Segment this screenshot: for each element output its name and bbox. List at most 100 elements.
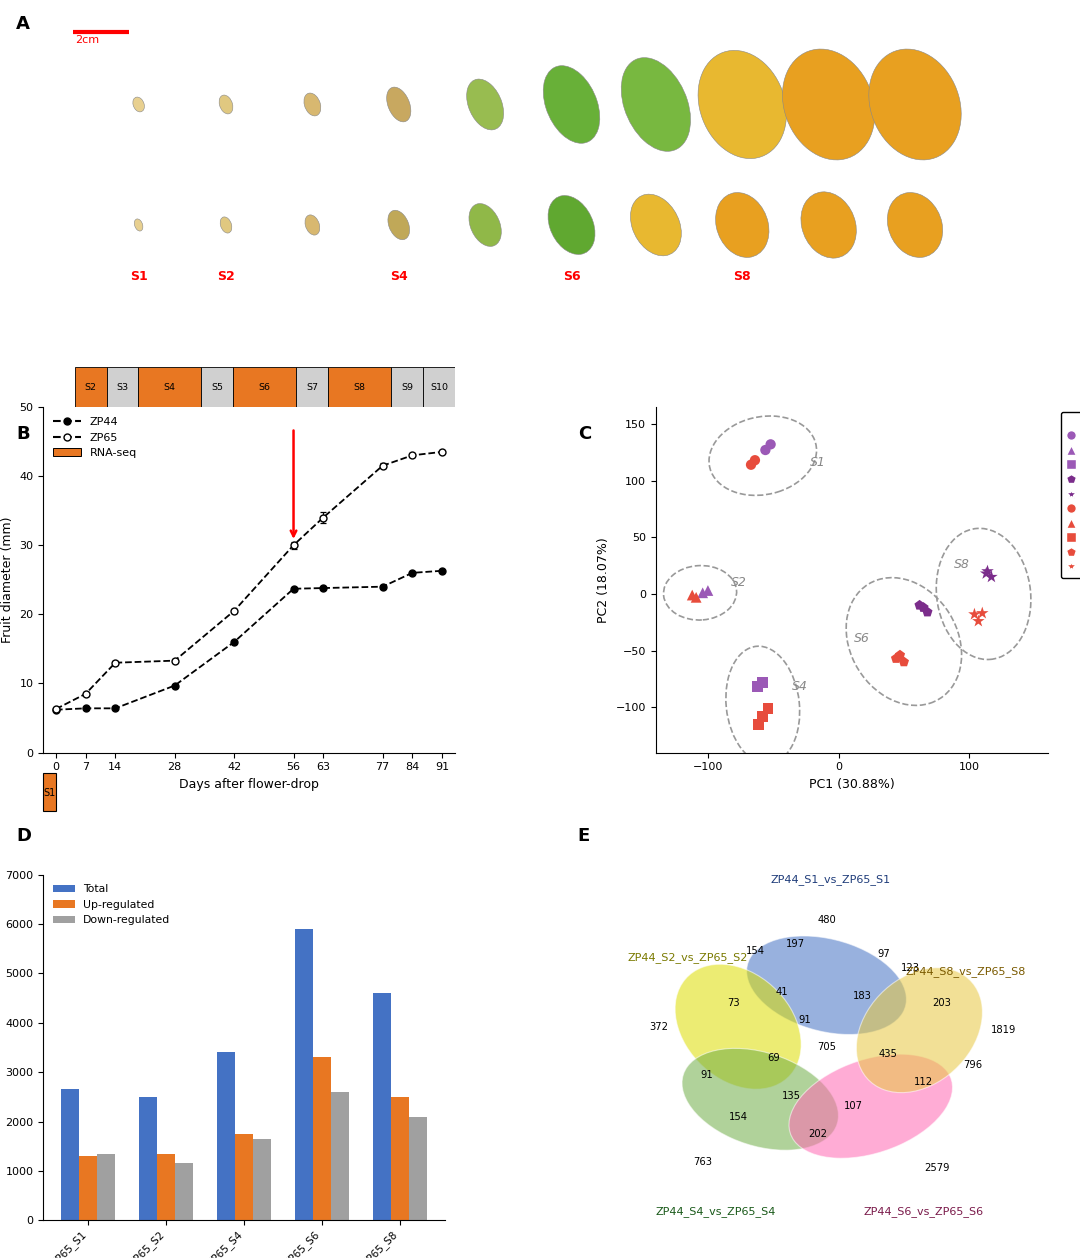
Text: 2579: 2579: [924, 1164, 949, 1174]
Bar: [235, 1133, 253, 1220]
Text: S4: S4: [390, 269, 407, 283]
Bar: [43, 774, 56, 811]
Bar: [175, 1164, 193, 1220]
Bar: [253, 1138, 271, 1220]
Text: 97: 97: [878, 949, 890, 959]
Text: 480: 480: [818, 915, 836, 925]
Ellipse shape: [631, 194, 681, 255]
Point: [977, 564, 995, 584]
Ellipse shape: [868, 49, 961, 160]
Text: 705: 705: [818, 1043, 836, 1053]
Text: 7D: 7D: [218, 164, 233, 174]
Ellipse shape: [621, 58, 690, 151]
Text: 123: 123: [901, 962, 920, 972]
Legend: Total, Up-regulated, Down-regulated: Total, Up-regulated, Down-regulated: [49, 881, 175, 930]
Text: 796: 796: [963, 1059, 982, 1069]
Bar: [373, 993, 391, 1220]
Text: S8: S8: [954, 557, 970, 571]
Ellipse shape: [387, 87, 410, 122]
Ellipse shape: [467, 79, 503, 130]
Bar: [295, 928, 313, 1220]
Y-axis label: PC2 (18.07%): PC2 (18.07%): [597, 537, 610, 623]
Bar: [217, 1053, 235, 1220]
Text: 154: 154: [729, 1112, 747, 1122]
Text: ZP65: ZP65: [51, 98, 85, 111]
Ellipse shape: [548, 195, 595, 254]
Text: ZP44_S1_vs_ZP65_S1: ZP44_S1_vs_ZP65_S1: [771, 874, 891, 886]
Bar: [158, 1154, 175, 1220]
Text: 1819: 1819: [990, 1025, 1016, 1035]
Point: [762, 434, 780, 454]
Point: [754, 706, 771, 726]
Text: S2: S2: [731, 576, 747, 589]
Point: [748, 677, 766, 697]
Text: S1: S1: [43, 788, 56, 798]
Text: 14D: 14D: [301, 164, 323, 174]
X-axis label: Days after flower-drop: Days after flower-drop: [179, 777, 319, 791]
Bar: [97, 1154, 116, 1220]
Ellipse shape: [543, 65, 599, 143]
Ellipse shape: [789, 1054, 953, 1159]
Text: ZP44_S2_vs_ZP65_S2: ZP44_S2_vs_ZP65_S2: [627, 952, 748, 964]
Text: ZP44: ZP44: [51, 219, 85, 231]
Ellipse shape: [716, 192, 769, 258]
Bar: [62, 1089, 80, 1220]
Ellipse shape: [305, 215, 320, 235]
Y-axis label: Fruit diameter (mm): Fruit diameter (mm): [1, 517, 14, 643]
Text: 154: 154: [746, 946, 766, 956]
Text: S6: S6: [854, 632, 870, 644]
Ellipse shape: [856, 967, 983, 1093]
Text: 183: 183: [852, 990, 872, 1000]
Ellipse shape: [746, 936, 906, 1034]
Text: 763: 763: [693, 1156, 712, 1166]
Text: 435: 435: [879, 1049, 897, 1059]
Text: 56D: 56D: [561, 164, 582, 174]
Legend: ZP44, ZP65, RNA-seq: ZP44, ZP65, RNA-seq: [49, 413, 141, 463]
Text: 42D: 42D: [474, 164, 496, 174]
Point: [746, 450, 764, 470]
Text: B: B: [16, 425, 30, 443]
Point: [694, 582, 712, 603]
Point: [966, 604, 983, 624]
Point: [759, 698, 777, 718]
Text: 91D: 91D: [904, 164, 926, 174]
Ellipse shape: [675, 964, 801, 1089]
Text: ZP44_S8_vs_ZP65_S8: ZP44_S8_vs_ZP65_S8: [905, 966, 1026, 977]
Bar: [409, 1117, 427, 1220]
Point: [757, 440, 774, 460]
Ellipse shape: [469, 204, 501, 247]
Ellipse shape: [801, 192, 856, 258]
Point: [919, 603, 936, 623]
Bar: [139, 1097, 158, 1220]
Point: [742, 454, 759, 474]
Ellipse shape: [303, 93, 321, 116]
Text: 112: 112: [915, 1077, 933, 1087]
Text: E: E: [578, 827, 590, 844]
Point: [978, 561, 996, 581]
Ellipse shape: [681, 1048, 838, 1150]
Text: 197: 197: [786, 938, 806, 949]
Text: 69: 69: [767, 1053, 780, 1063]
Bar: [313, 1057, 332, 1220]
X-axis label: PC1 (30.88%): PC1 (30.88%): [809, 777, 894, 791]
Ellipse shape: [782, 49, 875, 160]
Text: 73: 73: [728, 998, 740, 1008]
Text: A: A: [16, 15, 30, 33]
Text: S1: S1: [810, 455, 826, 469]
Text: S4: S4: [792, 681, 808, 693]
Text: 41: 41: [777, 988, 788, 998]
Bar: [80, 1156, 97, 1220]
Point: [751, 715, 768, 735]
Point: [699, 580, 716, 600]
Text: 2cm: 2cm: [76, 34, 99, 44]
Text: S1: S1: [130, 269, 148, 283]
Text: S6: S6: [563, 269, 580, 283]
Bar: [391, 1097, 409, 1220]
Point: [891, 645, 908, 665]
Text: 107: 107: [843, 1101, 863, 1111]
Text: 84D: 84D: [818, 164, 840, 174]
Ellipse shape: [220, 216, 232, 233]
Ellipse shape: [888, 192, 943, 258]
Ellipse shape: [134, 219, 143, 231]
Legend: Group, ZP44_S1, ZP44_S2, ZP44_S4, ZP44_S6, ZP44_S8, ZP65_S1, ZP65_S2, ZP65_S4, Z: Group, ZP44_S1, ZP44_S2, ZP44_S4, ZP44_S…: [1061, 413, 1080, 579]
